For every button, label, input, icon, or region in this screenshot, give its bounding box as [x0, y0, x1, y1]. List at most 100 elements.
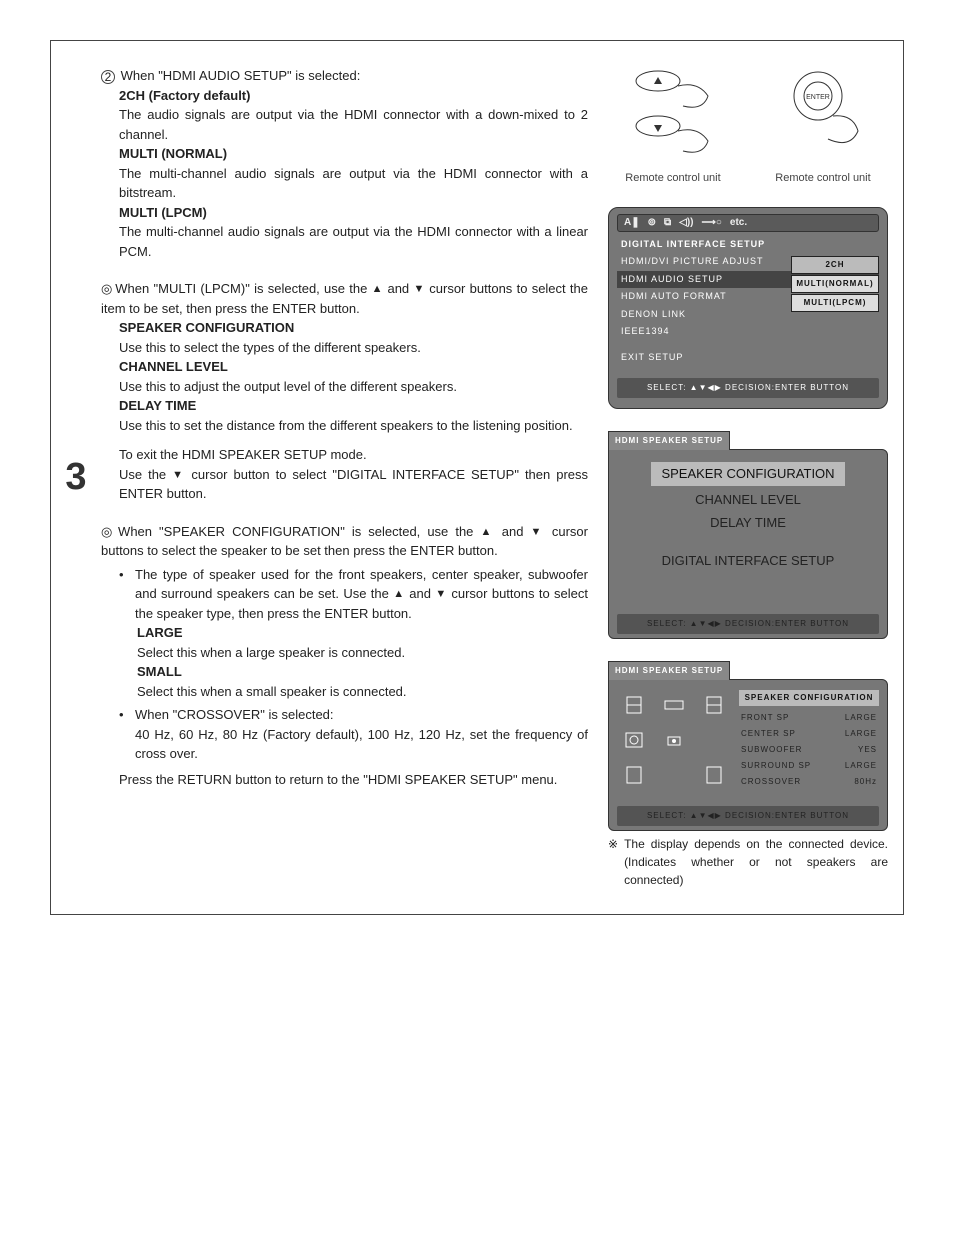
speaker-sr-icon — [703, 765, 725, 785]
osd1-submenu: 2CH MULTI(NORMAL) MULTI(LPCM) — [791, 256, 879, 312]
iconbar-glyph: ⧉ — [664, 215, 671, 230]
osd3-tab: HDMI SPEAKER SETUP — [608, 661, 730, 680]
osd-digital-interface: A❚ ⊚ ⧉ ◁)) ⟶○ etc. DIGITAL INTERFACE SET… — [608, 207, 888, 410]
osd1-row[interactable]: IEEE1394 — [617, 323, 879, 341]
remote-label-right: Remote control unit — [758, 170, 888, 187]
bullet2-body: 40 Hz, 60 Hz, 80 Hz (Factory default), 1… — [135, 725, 588, 764]
lpcm-block: ◎ When "MULTI (LPCM)" is selected, use t… — [101, 279, 588, 504]
spk-row[interactable]: SURROUND SPLARGE — [739, 758, 879, 774]
speaker-layout-icons — [617, 690, 731, 790]
osd-iconbar: A❚ ⊚ ⧉ ◁)) ⟶○ etc. — [617, 214, 879, 232]
exit-line-2-post: cursor button to select "DIGITAL INTERFA… — [119, 467, 588, 502]
note-mark-icon: ※ — [608, 835, 618, 889]
remote-label-left: Remote control unit — [608, 170, 738, 187]
display-note: ※ The display depends on the connected d… — [608, 835, 888, 889]
spkcfg-lead-mid: and — [495, 524, 531, 539]
up-arrow-icon: ▲ — [372, 283, 384, 295]
large-body: Select this when a large speaker is conn… — [137, 643, 588, 663]
hdmi-audio-intro: When "HDMI AUDIO SETUP" is selected: — [121, 68, 361, 83]
lpcm-lead-pre: When "MULTI (LPCM)" is selected, use the — [115, 281, 371, 296]
small-title: SMALL — [137, 662, 588, 682]
lpcm-chlvl-title: CHANNEL LEVEL — [119, 357, 588, 377]
down-arrow-icon: ▼ — [531, 526, 545, 538]
speaker-sub-icon — [623, 730, 645, 750]
osd-speaker-config: HDMI SPEAKER SETUP — [608, 659, 888, 831]
osd1-sub-multip[interactable]: MULTI(LPCM) — [791, 294, 879, 312]
spkcfg-lead-pre: When "SPEAKER CONFIGURATION" is selected… — [118, 524, 480, 539]
enter-text: ENTER — [806, 94, 830, 101]
remote-updown-illustration — [608, 66, 738, 166]
lpcm-spkcfg-body: Use this to select the types of the diff… — [119, 338, 588, 358]
exit-line-1: To exit the HDMI SPEAKER SETUP mode. — [119, 445, 588, 465]
osd1-footer: SELECT: ▲▼◀▶ DECISION:ENTER BUTTON — [617, 378, 879, 398]
small-body: Select this when a small speaker is conn… — [137, 682, 588, 702]
bullet1-mid: and — [405, 586, 435, 601]
bullet-icon: • — [119, 705, 135, 764]
spk-table-header: SPEAKER CONFIGURATION — [739, 690, 879, 706]
iconbar-glyph: ◁)) — [679, 215, 693, 230]
spk-row[interactable]: SUBWOOFERYES — [739, 742, 879, 758]
speaker-center-icon — [663, 695, 685, 715]
odot-icon: ◎ — [101, 522, 111, 542]
lpcm-lead-mid: and — [383, 281, 413, 296]
osd1-sub-2ch[interactable]: 2CH — [791, 256, 879, 274]
return-text: Press the RETURN button to return to the… — [119, 770, 588, 790]
iconbar-glyph: ⟶○ — [702, 215, 722, 230]
step-number-col: 3 — [51, 66, 101, 889]
osd2-list: SPEAKER CONFIGURATION CHANNEL LEVEL DELA… — [617, 460, 879, 572]
osd1-title: DIGITAL INTERFACE SETUP — [617, 236, 879, 254]
spkcfg-block: ◎ When "SPEAKER CONFIGURATION" is select… — [101, 522, 588, 790]
note-text: The display depends on the connected dev… — [624, 835, 888, 889]
left-column: 2 When "HDMI AUDIO SETUP" is selected: 2… — [101, 66, 588, 889]
down-arrow-icon: ▼ — [172, 469, 185, 481]
lpcm-delay-title: DELAY TIME — [119, 396, 588, 416]
opt-2ch-title: 2CH (Factory default) — [119, 86, 588, 106]
lpcm-chlvl-body: Use this to adjust the output level of t… — [119, 377, 588, 397]
iconbar-glyph: A❚ — [624, 215, 640, 230]
up-arrow-icon: ▲ — [480, 526, 494, 538]
lpcm-delay-body: Use this to set the distance from the di… — [119, 416, 588, 436]
osd2-tab: HDMI SPEAKER SETUP — [608, 431, 730, 450]
circle-2-icon: 2 — [101, 70, 115, 84]
osd2-footer: SELECT: ▲▼◀▶ DECISION:ENTER BUTTON — [617, 614, 879, 634]
opt-multin-body: The multi-channel audio signals are outp… — [119, 164, 588, 203]
remote-enter-illustration: ENTER — [758, 66, 888, 166]
lpcm-spkcfg-title: SPEAKER CONFIGURATION — [119, 318, 588, 338]
content: 2 When "HDMI AUDIO SETUP" is selected: 2… — [101, 66, 888, 889]
exit-line-2-pre: Use the — [119, 467, 172, 482]
spk-row[interactable]: FRONT SPLARGE — [739, 710, 879, 726]
listener-icon — [663, 730, 685, 750]
speaker-table: SPEAKER CONFIGURATION FRONT SPLARGE CENT… — [739, 690, 879, 790]
down-arrow-icon: ▼ — [413, 283, 425, 295]
bullet-icon: • — [119, 565, 135, 624]
remote-row: Remote control unit ENTER Remote control… — [608, 66, 888, 187]
osd-speaker-setup-list: HDMI SPEAKER SETUP SPEAKER CONFIGURATION… — [608, 429, 888, 639]
osd2-item[interactable]: CHANNEL LEVEL — [617, 488, 879, 512]
bullet2-lead: When "CROSSOVER" is selected: — [135, 705, 588, 725]
osd2-extra[interactable]: DIGITAL INTERFACE SETUP — [617, 549, 879, 573]
down-arrow-icon: ▼ — [435, 588, 447, 600]
osd1-exit[interactable]: EXIT SETUP — [617, 349, 879, 367]
hdmi-audio-block: 2 When "HDMI AUDIO SETUP" is selected: 2… — [101, 66, 588, 261]
spk-row[interactable]: CENTER SPLARGE — [739, 726, 879, 742]
odot-icon: ◎ — [101, 279, 111, 299]
large-title: LARGE — [137, 623, 588, 643]
osd2-item-selected[interactable]: SPEAKER CONFIGURATION — [651, 462, 844, 486]
speaker-fl-icon — [623, 695, 645, 715]
opt-2ch-body: The audio signals are output via the HDM… — [119, 105, 588, 144]
iconbar-glyph: ⊚ — [648, 215, 656, 230]
speaker-fr-icon — [703, 695, 725, 715]
page-frame: 3 2 When "HDMI AUDIO SETUP" is selected:… — [50, 40, 904, 915]
opt-multip-title: MULTI (LPCM) — [119, 203, 588, 223]
iconbar-glyph: etc. — [730, 215, 747, 230]
osd3-footer: SELECT: ▲▼◀▶ DECISION:ENTER BUTTON — [617, 806, 879, 826]
right-column: Remote control unit ENTER Remote control… — [608, 66, 888, 889]
speaker-sl-icon — [623, 765, 645, 785]
step-number: 3 — [65, 449, 86, 506]
osd1-sub-multin[interactable]: MULTI(NORMAL) — [791, 275, 879, 293]
up-arrow-icon: ▲ — [393, 588, 405, 600]
opt-multin-title: MULTI (NORMAL) — [119, 144, 588, 164]
opt-multip-body: The multi-channel audio signals are outp… — [119, 222, 588, 261]
spk-row[interactable]: CROSSOVER80Hz — [739, 774, 879, 790]
osd2-item[interactable]: DELAY TIME — [617, 511, 879, 535]
